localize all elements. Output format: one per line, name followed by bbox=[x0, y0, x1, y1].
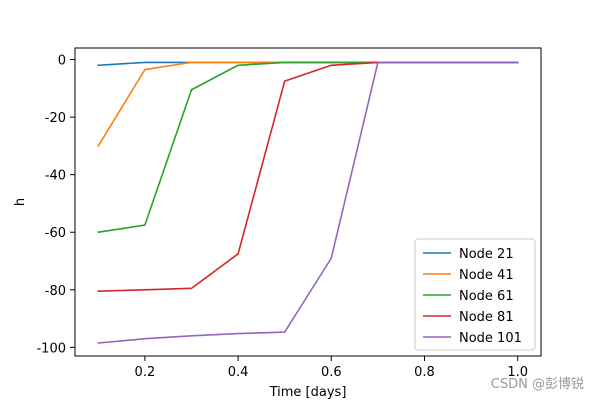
legend-box bbox=[414, 238, 536, 351]
y-tick-label: -100 bbox=[36, 341, 66, 356]
legend-label: Node 41 bbox=[459, 268, 514, 283]
x-axis: 0.2 0.4 0.6 0.8 1.0 bbox=[135, 356, 528, 380]
x-tick-label: 0.6 bbox=[321, 365, 342, 380]
series-line-node-101 bbox=[97, 61, 519, 344]
legend-label: Node 101 bbox=[459, 331, 522, 346]
legend-label: Node 81 bbox=[459, 310, 514, 325]
y-tick-label: -60 bbox=[45, 226, 66, 241]
y-axis: 0 -20 -40 -60 -80 -100 bbox=[36, 54, 75, 356]
legend-label: Node 21 bbox=[459, 247, 514, 262]
legend: Node 21 Node 41 Node 61 Node 81 Node 101 bbox=[414, 238, 536, 351]
axes-frame bbox=[74, 47, 542, 357]
legend-label: Node 61 bbox=[459, 289, 514, 304]
y-tick-label: -20 bbox=[45, 111, 66, 126]
series-layer bbox=[97, 61, 519, 344]
x-tick-label: 0.2 bbox=[135, 365, 156, 380]
x-tick-label: 0.8 bbox=[414, 365, 435, 380]
y-tick-label: 0 bbox=[58, 54, 66, 69]
y-axis-title: h bbox=[13, 198, 28, 206]
x-axis-title: Time [days] bbox=[269, 385, 347, 400]
watermark: CSDN @彭博锐 bbox=[491, 377, 584, 392]
y-tick-label: -80 bbox=[45, 284, 66, 299]
x-tick-label: 0.4 bbox=[228, 365, 249, 380]
x-tick-label: 1.0 bbox=[507, 365, 528, 380]
y-tick-label: -40 bbox=[45, 169, 66, 184]
